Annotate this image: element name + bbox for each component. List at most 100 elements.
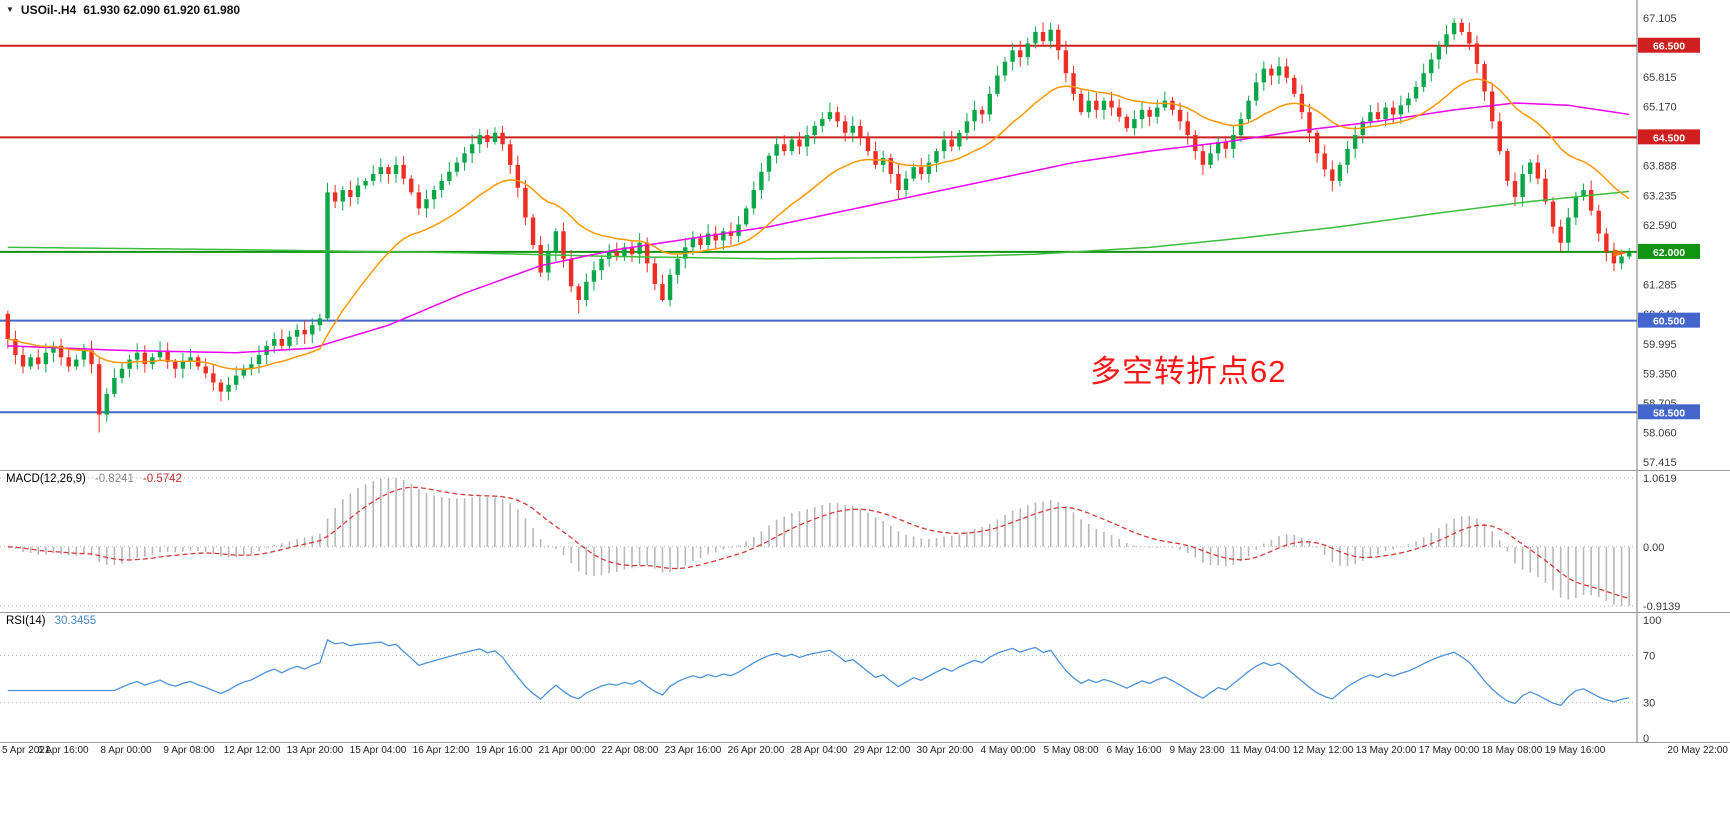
price-tick-label: 61.285 xyxy=(1643,280,1677,292)
candle-body xyxy=(530,217,536,246)
candle xyxy=(1413,81,1419,102)
candle-body xyxy=(1558,226,1563,243)
candle xyxy=(1314,130,1320,163)
candle-body xyxy=(1588,190,1594,211)
candle xyxy=(782,135,787,156)
candle-body xyxy=(302,329,307,335)
candle xyxy=(1604,227,1609,262)
candle xyxy=(370,165,376,186)
candle-body xyxy=(1147,109,1152,117)
candle-body xyxy=(606,251,612,259)
candle xyxy=(1276,57,1282,84)
candle xyxy=(881,150,886,173)
candle-body xyxy=(1444,34,1449,46)
candle-body xyxy=(1018,50,1023,58)
candle xyxy=(363,177,368,190)
candle-body xyxy=(1170,100,1175,110)
candle-body xyxy=(332,192,338,202)
candle-body xyxy=(51,345,56,353)
candle-body xyxy=(546,251,551,273)
candle-body xyxy=(1337,164,1343,181)
candle-body xyxy=(515,164,521,188)
candle xyxy=(203,358,208,379)
candle-body xyxy=(774,144,779,156)
candle-body xyxy=(127,359,132,369)
candle-body xyxy=(804,135,810,147)
candle-body xyxy=(89,350,94,365)
candle xyxy=(690,231,696,256)
candle-body xyxy=(401,164,406,179)
candle xyxy=(462,147,467,171)
candle-body xyxy=(279,338,285,346)
candle-body xyxy=(766,155,772,172)
candle xyxy=(1436,40,1442,70)
candle-body xyxy=(568,258,574,287)
candle-body xyxy=(43,352,49,365)
candle xyxy=(850,116,855,143)
candle xyxy=(1010,43,1015,71)
candle-body xyxy=(1352,135,1358,149)
time-label: 6 May 16:00 xyxy=(1106,745,1162,756)
candle-body xyxy=(1368,112,1373,122)
time-label: 5 May 08:00 xyxy=(1043,745,1099,756)
candle-body xyxy=(1406,98,1411,106)
candle-body xyxy=(1238,119,1244,136)
candle-body xyxy=(454,162,460,172)
rsi-line xyxy=(7,639,1630,707)
symbol-dropdown-icon[interactable]: ▼ xyxy=(6,5,14,14)
candle xyxy=(1512,172,1518,207)
candle-body xyxy=(911,167,916,179)
candle xyxy=(766,152,772,182)
candle xyxy=(1025,37,1031,66)
candle xyxy=(1360,117,1365,144)
price-tick-label: 59.350 xyxy=(1643,368,1677,380)
candle-body xyxy=(896,174,901,191)
candle-body xyxy=(340,190,345,202)
candle-body xyxy=(629,247,635,255)
candle xyxy=(1383,102,1388,126)
price-tick-label: 65.815 xyxy=(1643,72,1677,84)
macd-tick-label: 1.0619 xyxy=(1643,473,1677,485)
candle xyxy=(743,205,749,227)
chart-canvas[interactable]: 67.105 65.815 65.170 63.888 63.235 62.590 61.2… xyxy=(0,0,1730,770)
candle xyxy=(409,175,414,196)
candle-body xyxy=(325,192,330,319)
candle xyxy=(812,121,817,145)
candle-body xyxy=(941,139,947,152)
candle xyxy=(964,113,970,141)
candle-body xyxy=(949,139,954,147)
candle xyxy=(1626,248,1632,260)
candle-body xyxy=(1116,107,1122,117)
candle xyxy=(20,346,26,374)
candle-body xyxy=(287,336,292,346)
candle xyxy=(500,125,505,151)
candle-body xyxy=(637,242,642,255)
candle xyxy=(294,324,300,345)
macd-signal-line xyxy=(7,486,1630,599)
candle-body xyxy=(135,352,140,360)
candle-body xyxy=(721,231,726,241)
candle xyxy=(127,354,132,378)
candle xyxy=(211,364,216,391)
time-label: 17 May 00:00 xyxy=(1418,745,1480,756)
time-label: 9 May 23:00 xyxy=(1169,745,1225,756)
candle xyxy=(1261,61,1267,91)
candle-body xyxy=(782,144,787,152)
candle xyxy=(401,155,406,185)
candle-body xyxy=(462,153,467,163)
candle xyxy=(348,180,353,207)
time-label: 8 Apr 00:00 xyxy=(100,745,152,756)
candle-body xyxy=(226,384,231,392)
candle xyxy=(1238,112,1244,143)
ma-slow-line xyxy=(7,190,1630,260)
candle xyxy=(1459,18,1464,36)
candle-body xyxy=(1094,100,1099,110)
candle xyxy=(36,349,41,370)
price-level-badge xyxy=(1638,404,1700,420)
time-label: 4 May 00:00 xyxy=(980,745,1036,756)
candle xyxy=(1398,95,1404,124)
candle xyxy=(317,313,323,331)
candle xyxy=(1177,102,1183,130)
candle xyxy=(1292,74,1297,98)
price-level-badge-label: 58.500 xyxy=(1653,407,1685,419)
